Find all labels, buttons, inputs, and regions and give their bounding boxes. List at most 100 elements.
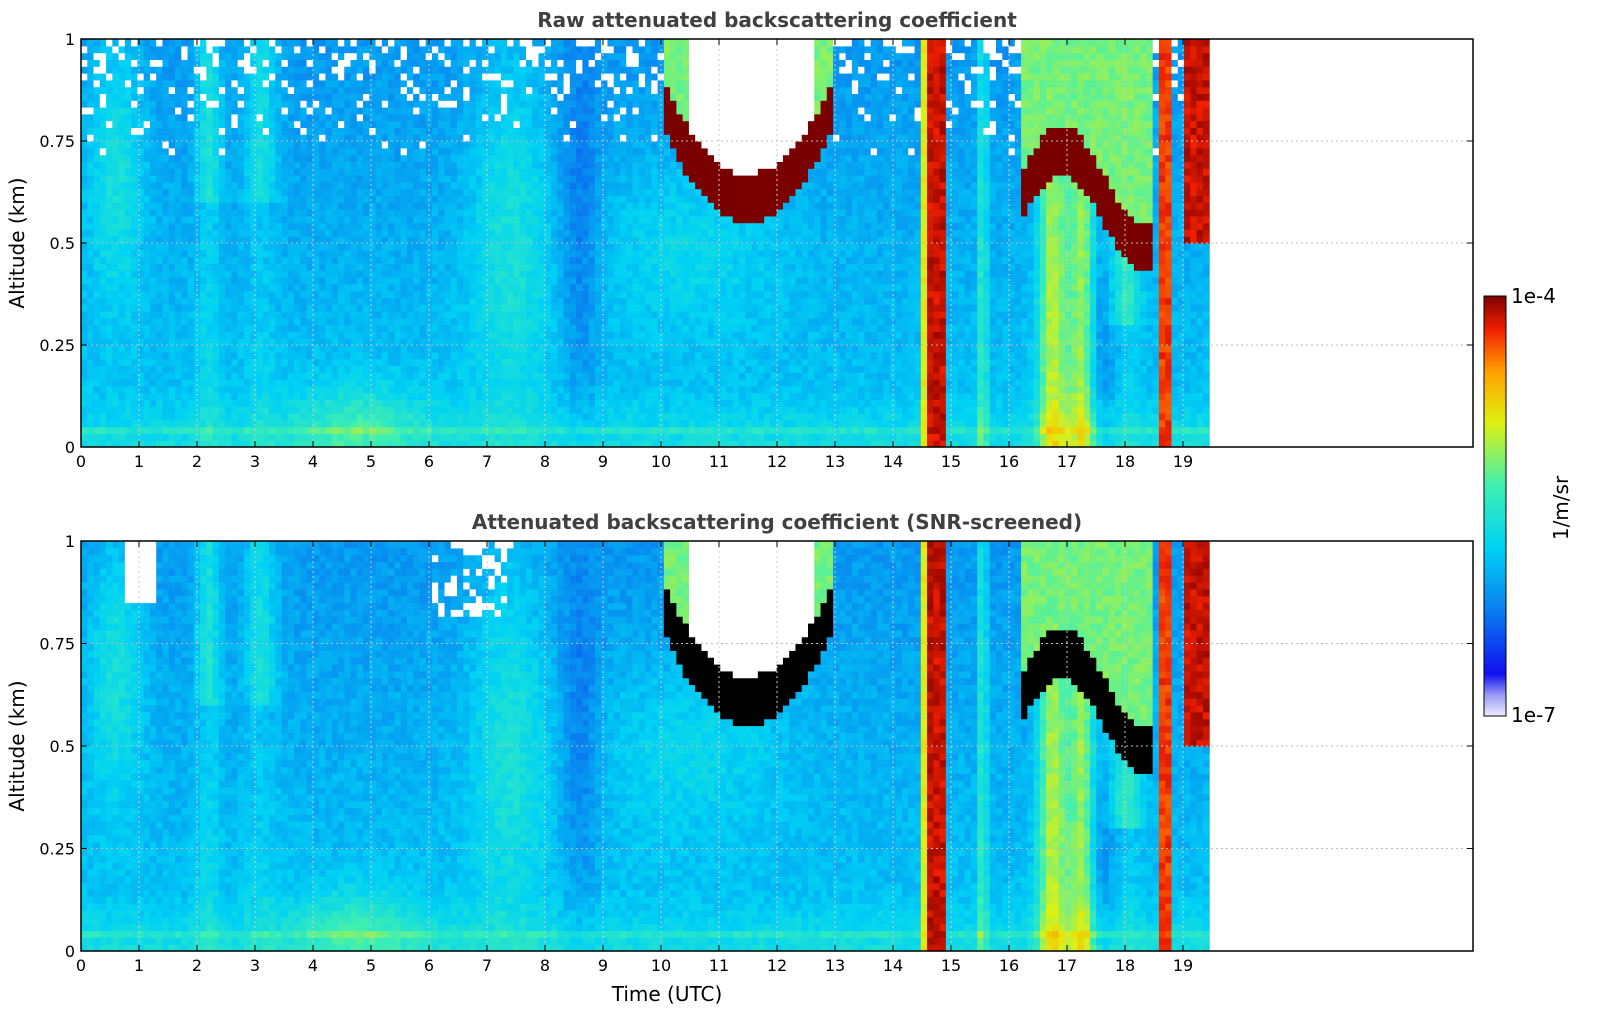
heatmap-cell xyxy=(394,304,401,311)
heatmap-cell xyxy=(307,73,314,80)
heatmap-cell xyxy=(144,399,151,406)
heatmap-cell xyxy=(332,53,339,60)
heatmap-cell xyxy=(413,263,420,270)
heatmap-cell xyxy=(319,148,326,155)
heatmap-cell xyxy=(457,365,464,372)
heatmap-cell xyxy=(363,372,370,379)
heatmap-cell xyxy=(307,304,314,311)
heatmap-cell xyxy=(325,53,332,60)
heatmap-cell xyxy=(432,297,439,304)
heatmap-cell xyxy=(589,182,596,189)
heatmap-cell xyxy=(564,155,571,162)
heatmap-cell xyxy=(401,304,408,311)
heatmap-cell xyxy=(300,318,307,325)
heatmap-cell xyxy=(501,284,508,291)
heatmap-cell xyxy=(200,114,207,121)
heatmap-cell xyxy=(401,141,408,148)
heatmap-cell xyxy=(520,195,527,202)
heatmap-cell xyxy=(100,39,107,46)
heatmap-cell xyxy=(219,311,226,318)
heatmap-cell xyxy=(238,420,245,427)
heatmap-cell xyxy=(213,155,220,162)
heatmap-cell xyxy=(169,202,176,209)
heatmap-cell xyxy=(181,318,188,325)
heatmap-cell xyxy=(94,39,101,46)
heatmap-cell xyxy=(275,386,282,393)
heatmap-cell xyxy=(595,59,602,66)
heatmap-cell xyxy=(162,304,169,311)
heatmap-cell xyxy=(532,365,539,372)
heatmap-cell xyxy=(125,209,132,216)
heatmap-cell xyxy=(263,59,270,66)
heatmap-cell xyxy=(451,189,458,196)
heatmap-cell xyxy=(463,345,470,352)
heatmap-cell xyxy=(213,352,220,359)
heatmap-cell xyxy=(269,379,276,386)
heatmap-cell xyxy=(470,406,477,413)
heatmap-cell xyxy=(463,100,470,107)
heatmap-cell xyxy=(570,250,577,257)
heatmap-cell xyxy=(382,345,389,352)
heatmap-cell xyxy=(288,141,295,148)
heatmap-cell xyxy=(225,121,232,128)
heatmap-cell xyxy=(401,406,408,413)
heatmap-cell xyxy=(181,250,188,257)
heatmap-cell xyxy=(112,216,119,223)
heatmap-cell xyxy=(269,331,276,338)
heatmap-cell xyxy=(589,420,596,427)
heatmap-cell xyxy=(106,420,113,427)
heatmap-cell xyxy=(363,413,370,420)
heatmap-cell xyxy=(219,73,226,80)
heatmap-cell xyxy=(463,148,470,155)
heatmap-cell xyxy=(313,236,320,243)
heatmap-cell xyxy=(338,189,345,196)
heatmap-cell xyxy=(495,352,502,359)
heatmap-cell xyxy=(112,284,119,291)
heatmap-cell xyxy=(532,66,539,73)
heatmap-cell xyxy=(156,46,163,53)
heatmap-cell xyxy=(307,87,314,94)
heatmap-cell xyxy=(156,189,163,196)
heatmap-cell xyxy=(188,155,195,162)
heatmap-cell xyxy=(526,148,533,155)
heatmap-cell xyxy=(457,182,464,189)
heatmap-cell xyxy=(294,291,301,298)
heatmap-cell xyxy=(156,352,163,359)
heatmap-cell xyxy=(338,168,345,175)
heatmap-cell xyxy=(545,134,552,141)
heatmap-cell xyxy=(263,134,270,141)
heatmap-cell xyxy=(394,93,401,100)
heatmap-cell xyxy=(595,243,602,250)
heatmap-cell xyxy=(112,53,119,60)
heatmap-cell xyxy=(144,338,151,345)
heatmap-cell xyxy=(156,93,163,100)
heatmap-cell xyxy=(357,114,364,121)
heatmap-cell xyxy=(445,297,452,304)
heatmap-cell xyxy=(532,107,539,114)
heatmap-cell xyxy=(307,216,314,223)
heatmap-cell xyxy=(382,257,389,264)
heatmap-cell xyxy=(288,291,295,298)
heatmap-cell xyxy=(200,73,207,80)
heatmap-cell xyxy=(125,59,132,66)
heatmap-cell xyxy=(476,107,483,114)
heatmap-cell xyxy=(457,155,464,162)
heatmap-cell xyxy=(532,297,539,304)
heatmap-cell xyxy=(300,87,307,94)
heatmap-cell xyxy=(131,236,138,243)
heatmap-cell xyxy=(206,399,213,406)
heatmap-cell xyxy=(495,229,502,236)
heatmap-cell xyxy=(319,134,326,141)
heatmap-cell xyxy=(231,168,238,175)
heatmap-cell xyxy=(131,399,138,406)
heatmap-cell xyxy=(432,393,439,400)
heatmap-cell xyxy=(376,338,383,345)
heatmap-cell xyxy=(87,59,94,66)
heatmap-cell xyxy=(363,257,370,264)
heatmap-cell xyxy=(119,297,126,304)
heatmap-cell xyxy=(125,148,132,155)
heatmap-cell xyxy=(451,80,458,87)
heatmap-cell xyxy=(520,331,527,338)
heatmap-cell xyxy=(269,433,276,440)
heatmap-cell xyxy=(225,46,232,53)
